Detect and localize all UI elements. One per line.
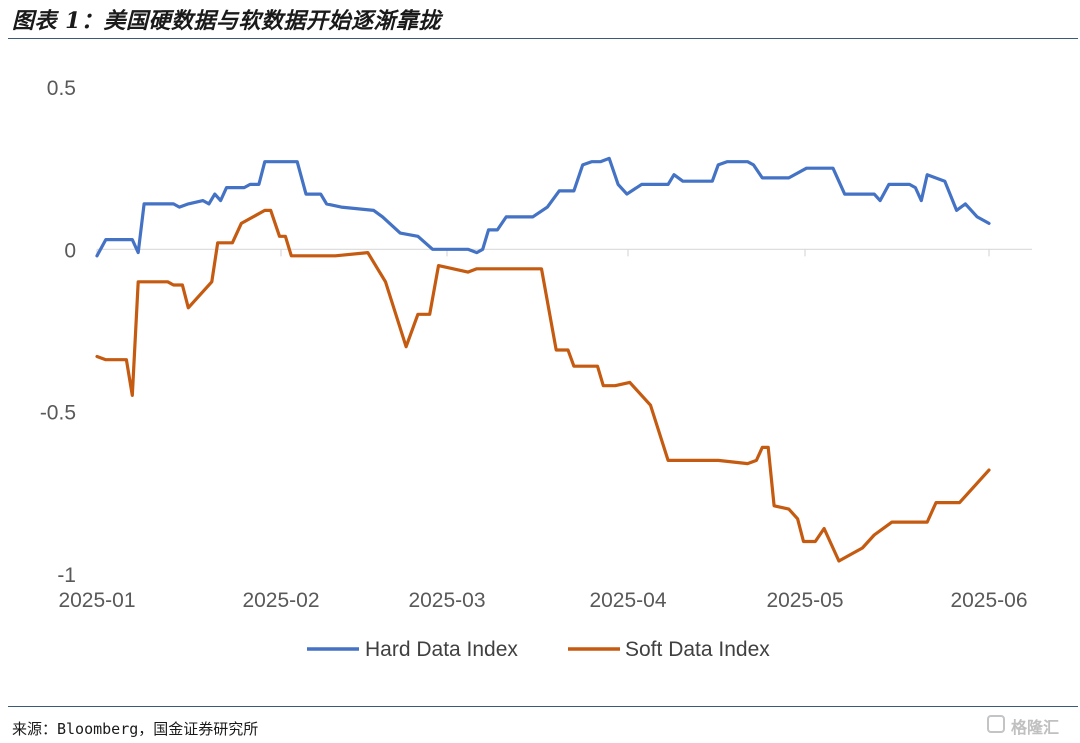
watermark-text: 格隆汇 xyxy=(1011,718,1060,737)
title-divider xyxy=(8,38,1078,39)
watermark-logo-icon xyxy=(987,715,1005,733)
footer-divider xyxy=(8,706,1078,707)
y-tick-label: 0 xyxy=(64,239,76,262)
chart-title: 图表 1：美国硬数据与软数据开始逐渐靠拢 xyxy=(12,8,441,34)
y-tick-label: -1 xyxy=(57,564,76,587)
series-line-soft-data xyxy=(95,208,991,563)
series-line-hard-data xyxy=(95,156,991,258)
x-tick-label: 2025-06 xyxy=(950,589,1027,612)
x-tick-label: 2025-02 xyxy=(242,589,319,612)
watermark: 格隆汇 xyxy=(985,713,1073,737)
title-bar: 图表 1：美国硬数据与软数据开始逐渐靠拢 xyxy=(0,0,1080,40)
x-tick-label: 2025-05 xyxy=(766,589,843,612)
x-tick-label: 2025-03 xyxy=(408,589,485,612)
x-tick-label: 2025-01 xyxy=(58,589,135,612)
y-tick-label: -0.5 xyxy=(40,402,76,425)
legend-label: Soft Data Index xyxy=(625,638,770,661)
y-tick-label: 0.5 xyxy=(47,77,76,100)
x-tick-label: 2025-04 xyxy=(589,589,666,612)
legend-label: Hard Data Index xyxy=(365,638,518,661)
source-note: 来源：Bloomberg，国金证券研究所 xyxy=(12,720,259,738)
